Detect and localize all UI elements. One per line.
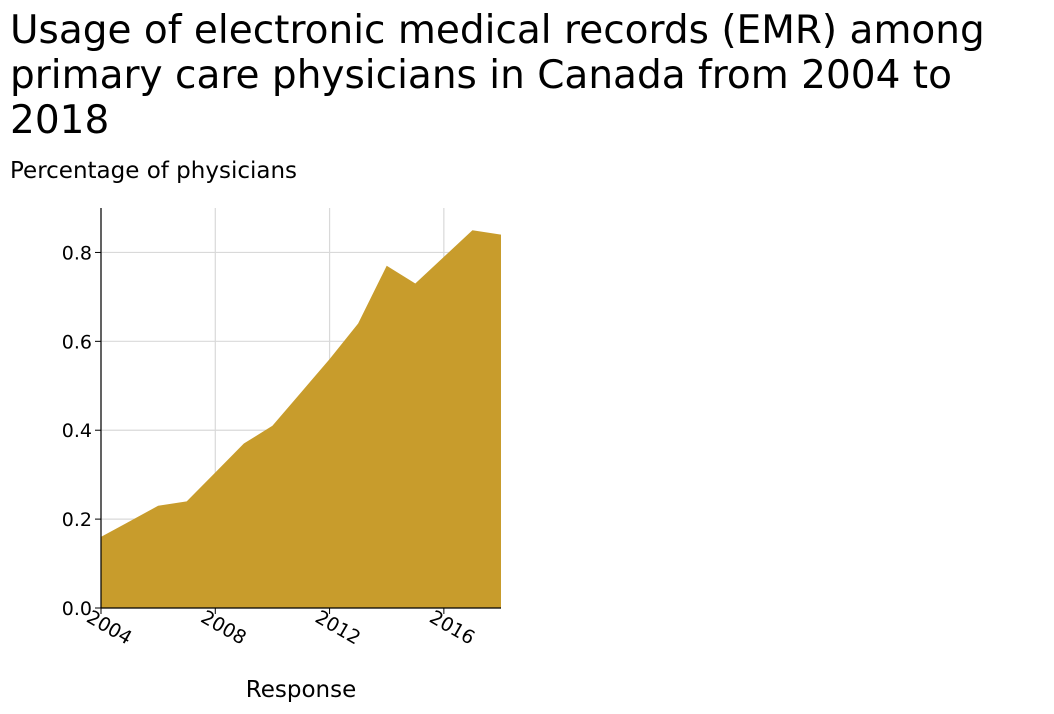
y-axis-title: Percentage of physicians [10, 158, 298, 184]
x-tick-label: 2004 [83, 606, 136, 649]
y-tick-label: 0.8 [62, 242, 92, 264]
x-axis-title: Response [246, 677, 356, 703]
x-tick-label: 2008 [197, 606, 250, 649]
y-axis-ticks: 0.0 0.2 0.4 0.6 0.8 [62, 242, 101, 620]
y-tick-label: 0.0 [62, 598, 92, 620]
y-tick-label: 0.6 [62, 331, 92, 353]
chart-title: Usage of electronic medical records (EMR… [10, 8, 985, 143]
x-tick-label: 2016 [426, 606, 479, 649]
y-tick-label: 0.4 [62, 420, 92, 442]
x-axis-ticks: 2004 2008 2012 2016 [83, 606, 479, 649]
area-series [101, 230, 501, 608]
axes [100, 208, 501, 609]
x-tick-label: 2012 [311, 606, 364, 649]
y-tick-label: 0.2 [62, 509, 92, 531]
